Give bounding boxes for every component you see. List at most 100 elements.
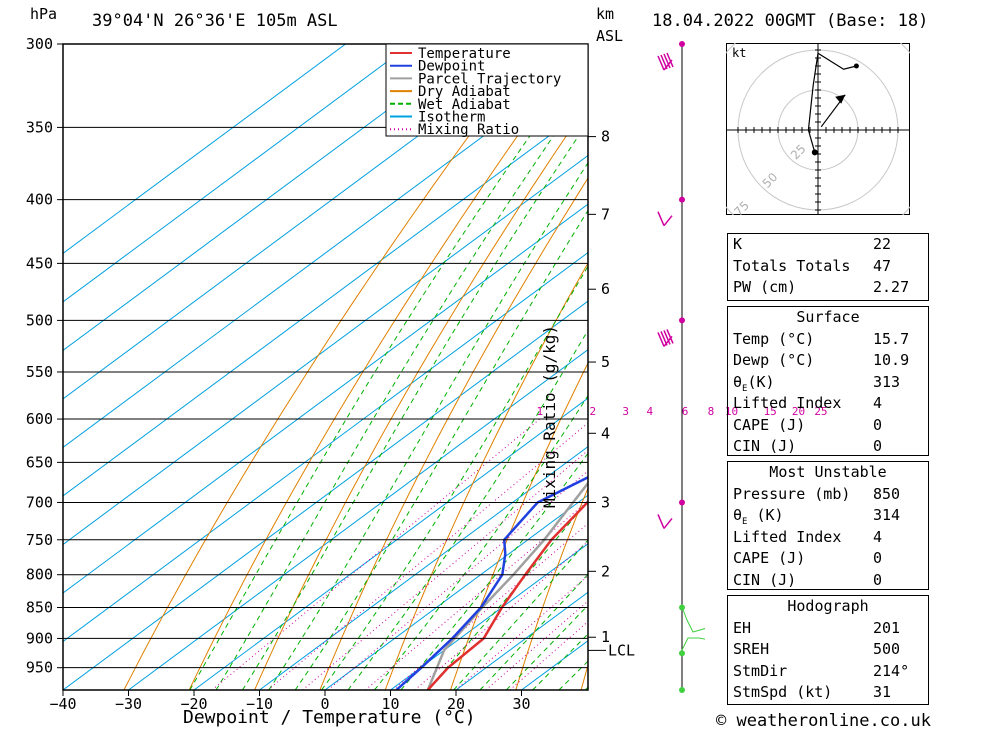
temperature-tick-label: −40 xyxy=(49,695,76,713)
isotherm-line xyxy=(63,44,346,254)
table-label: SREH xyxy=(733,640,770,658)
table-label: PW (cm) xyxy=(733,278,797,296)
table-label: θE (K) xyxy=(733,506,784,527)
legend-label: Mixing Ratio xyxy=(418,122,519,138)
isotherm-line xyxy=(324,494,588,690)
dry-adiabat xyxy=(319,177,588,690)
hodograph-trace xyxy=(807,52,857,153)
table-row: θE (K) 314 xyxy=(728,505,928,527)
height-label: 7 xyxy=(601,205,610,223)
table-label: Dewp (°C) xyxy=(733,351,815,369)
dry-adiabat xyxy=(123,44,538,690)
wet-adiabat xyxy=(479,573,588,690)
table-label: StmDir xyxy=(733,661,788,680)
table-label: StmSpd (kt) xyxy=(733,683,833,701)
temperature-tick-label: −20 xyxy=(180,695,207,713)
pressure-label: 700 xyxy=(26,493,53,511)
table-value: 0 xyxy=(873,415,883,434)
pressure-label: 400 xyxy=(26,191,53,209)
table-value: 500 xyxy=(873,640,901,658)
surface-table: Surface Temp (°C) 15.7 Dewp (°C) 10.9 θE(K) 31… xyxy=(727,306,929,456)
isotherm-line xyxy=(193,397,588,690)
height-label: 1 xyxy=(601,628,610,646)
table-label: Pressure (mb) xyxy=(733,484,851,503)
wind-level-dot xyxy=(679,650,685,657)
table-row: CIN (J) 0 xyxy=(728,570,928,592)
table-value: 0 xyxy=(873,437,883,455)
isotherm-line xyxy=(63,44,477,351)
table-row: Temp (°C) 15.7 xyxy=(728,329,928,351)
table-value: 313 xyxy=(873,372,901,391)
theta-e-symbol: θE xyxy=(733,506,748,527)
hpa-unit-label: hPa xyxy=(30,5,58,23)
table-row: EH 201 xyxy=(728,618,928,640)
pressure-label: 950 xyxy=(26,659,53,677)
pressure-label: 300 xyxy=(26,35,53,53)
mixing-ratio-label: 6 xyxy=(682,405,689,418)
dry-adiabat xyxy=(254,103,588,690)
table-value: 31 xyxy=(873,683,892,701)
mixing-ratio-line xyxy=(455,575,588,690)
wind-level-dot xyxy=(679,499,685,506)
table-value: 850 xyxy=(873,484,901,503)
height-label: 8 xyxy=(601,128,610,146)
temperature-tick-label: 20 xyxy=(447,695,465,713)
legend-label: Wet Adiabat xyxy=(418,97,511,113)
wind-barb xyxy=(657,514,673,529)
most-unstable-table: Most Unstable Pressure (mb) 850 θE (K) 314 Li… xyxy=(727,461,929,590)
wind-level-dot xyxy=(679,687,685,693)
mixing-ratio-label: 10 xyxy=(725,405,738,418)
dry-adiabat xyxy=(973,44,1000,690)
copyright-footer: © weatheronline.co.uk xyxy=(716,711,931,731)
temperature-line xyxy=(426,499,588,690)
mixing-ratio-label: 1 xyxy=(536,405,543,418)
table-value: 4 xyxy=(873,527,883,546)
isotherm-line xyxy=(390,543,588,690)
mixing-ratio-line xyxy=(414,540,588,690)
pressure-label: 450 xyxy=(26,254,53,272)
table-row: Pressure (mb) 850 xyxy=(728,484,928,506)
table-row: Lifted Index 4 xyxy=(728,393,928,415)
mixing-ratio-line xyxy=(485,600,588,690)
pressure-label: 900 xyxy=(26,629,53,647)
height-label: 2 xyxy=(601,562,610,580)
mixing-ratio-label: 3 xyxy=(622,405,629,418)
table-title: Surface xyxy=(796,308,860,326)
mixing-ratio-label: 2 xyxy=(590,405,597,418)
parcel-trajectory-line xyxy=(426,481,588,690)
table-label: Lifted Index xyxy=(733,527,842,546)
mixing-ratio-label: 8 xyxy=(708,405,715,418)
table-label: CIN (J) xyxy=(733,570,797,589)
temperature-tick-label: 10 xyxy=(381,695,399,713)
table-row: Lifted Index 4 xyxy=(728,527,928,549)
table-row: SREH 500 xyxy=(728,639,928,661)
table-value: 0 xyxy=(873,570,883,589)
asl-unit-label: ASL xyxy=(596,27,624,45)
table-row: K 22 xyxy=(728,234,928,256)
table-row: CAPE (J) 0 xyxy=(728,415,928,437)
isotherm-line xyxy=(63,251,588,643)
mixing-ratio-line xyxy=(302,449,588,690)
mixing-ratio-label: 15 xyxy=(764,405,777,418)
wet-adiabat xyxy=(268,161,588,690)
table-value: 314 xyxy=(873,506,901,524)
wind-level-dot xyxy=(679,196,685,203)
pressure-label: 350 xyxy=(26,118,53,136)
table-label: CAPE (J) xyxy=(733,549,806,567)
table-title: Hodograph xyxy=(787,597,869,615)
table-title: Most Unstable xyxy=(769,463,887,481)
table-label: K xyxy=(733,235,743,253)
height-label: 5 xyxy=(601,353,610,371)
isotherm-line xyxy=(63,44,543,400)
table-row: StmSpd (kt) 31 xyxy=(728,682,928,704)
temperature-tick-label: 30 xyxy=(512,695,530,713)
legend-box xyxy=(385,43,589,137)
legend-label: Dry Adiabat xyxy=(418,84,511,100)
legend-label: Dewpoint xyxy=(418,59,485,75)
isotherm-line xyxy=(63,106,588,497)
pressure-label: 750 xyxy=(26,531,53,549)
temperature-tick-label: 0 xyxy=(320,695,329,713)
table-value: 2.27 xyxy=(873,278,910,296)
table-label: CIN (J) xyxy=(733,437,797,455)
